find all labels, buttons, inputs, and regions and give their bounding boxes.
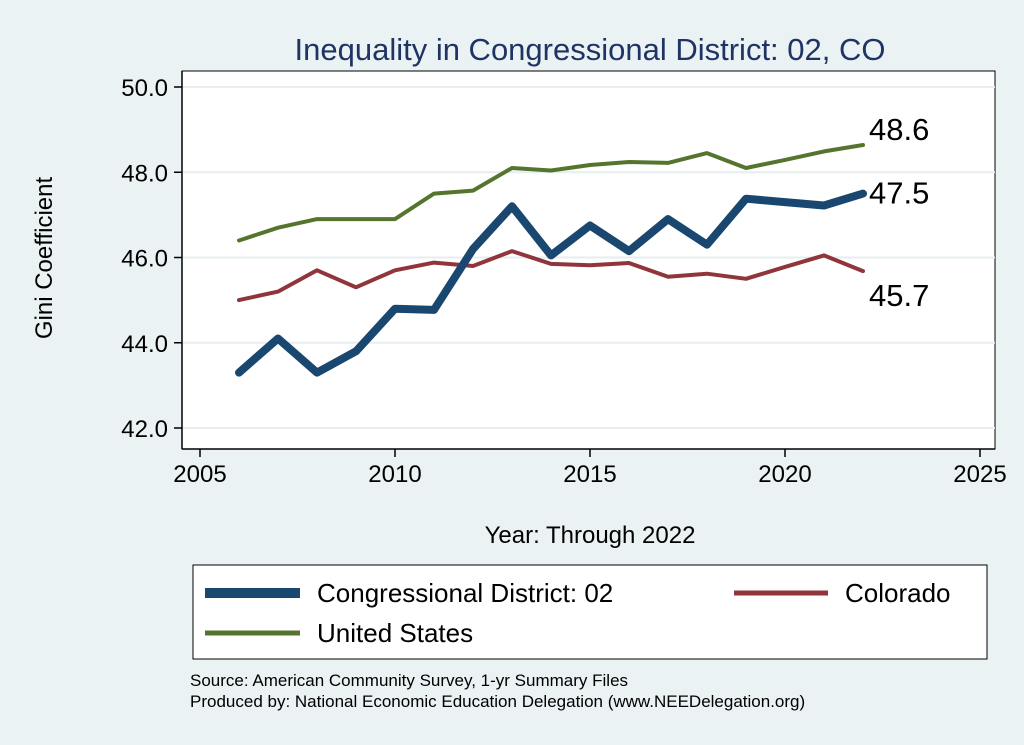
y-tick-label: 42.0 [121, 416, 168, 443]
end-labels: 47.5 45.7 48.6 [869, 112, 929, 313]
x-tick-label: 2025 [953, 461, 1006, 488]
series-line-us [237, 143, 865, 243]
x-tick-label: 2005 [173, 461, 226, 488]
legend-label-colorado: Colorado [845, 578, 951, 608]
legend-label-us: United States [317, 618, 473, 648]
y-tick-label: 48.0 [121, 160, 168, 187]
y-ticks: 42.0 44.0 46.0 48.0 50.0 [121, 75, 182, 443]
end-label-district: 47.5 [869, 176, 929, 211]
y-tick-label: 46.0 [121, 246, 168, 273]
y-tick-label: 50.0 [121, 75, 168, 102]
series-lines [235, 143, 867, 377]
source-note: Source: American Community Survey, 1-yr … [190, 671, 628, 690]
x-ticks: 2005 2010 2015 2020 2025 [173, 449, 1007, 488]
end-label-colorado: 45.7 [869, 278, 929, 313]
gridlines [182, 86, 995, 429]
legend-label-district: Congressional District: 02 [317, 578, 613, 608]
x-tick-label: 2010 [368, 461, 421, 488]
produced-note: Produced by: National Economic Education… [190, 692, 805, 711]
x-axis-label: Year: Through 2022 [485, 522, 696, 549]
axes [181, 71, 995, 450]
y-axis-label: Gini Coefficient [31, 177, 58, 340]
series-line-colorado [237, 249, 865, 303]
x-tick-label: 2020 [758, 461, 811, 488]
series-line-district [235, 189, 867, 377]
x-tick-label: 2015 [563, 461, 616, 488]
legend: Congressional District: 02 Colorado Unit… [192, 564, 988, 660]
legend-box [192, 564, 988, 660]
end-label-us: 48.6 [869, 112, 929, 147]
plot-area [181, 70, 996, 450]
y-tick-label: 44.0 [121, 331, 168, 358]
chart-title: Inequality in Congressional District: 02… [295, 32, 886, 67]
